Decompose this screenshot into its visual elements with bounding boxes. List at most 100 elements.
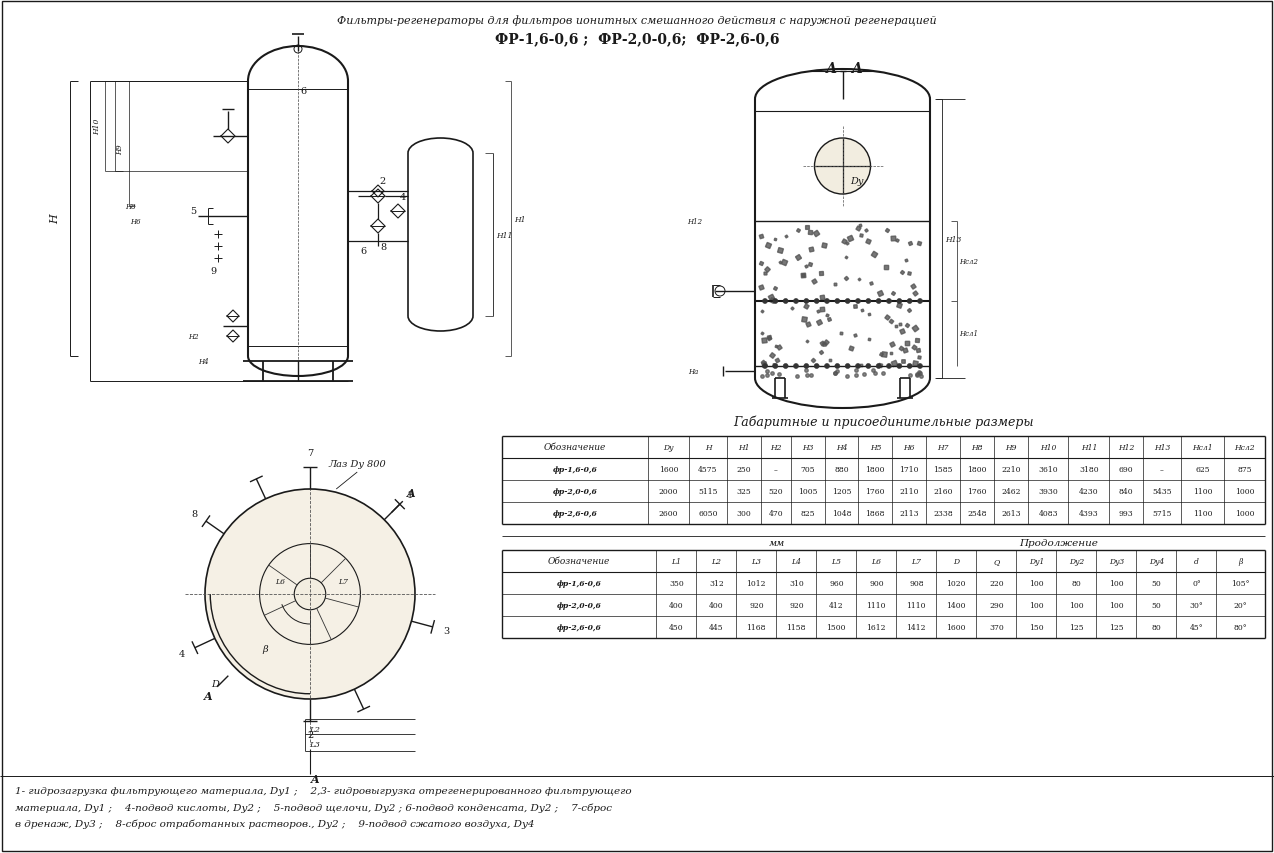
Text: 4083: 4083 [1038,509,1057,518]
Text: L6: L6 [275,577,285,586]
Text: фр-2,0-0,6: фр-2,0-0,6 [557,601,601,609]
Text: фр-1,6-0,6: фр-1,6-0,6 [553,466,598,473]
Text: 1000: 1000 [1235,509,1255,518]
Circle shape [794,364,799,369]
Text: L5: L5 [832,557,841,566]
Text: 80°: 80° [1235,624,1247,631]
Text: 370: 370 [989,624,1004,631]
Text: 450: 450 [669,624,684,631]
Text: Dy: Dy [664,444,674,451]
Text: 1612: 1612 [866,624,887,631]
Circle shape [824,299,829,305]
Text: 1000: 1000 [1235,487,1255,496]
Text: 100: 100 [1069,601,1084,609]
Text: 5: 5 [190,207,196,217]
Text: A: A [204,690,213,701]
Circle shape [897,299,902,305]
Text: L2: L2 [711,557,721,566]
Text: Hсл2: Hсл2 [959,258,978,265]
Text: H11: H11 [496,231,512,239]
Text: 220: 220 [989,579,1004,588]
Text: 1168: 1168 [747,624,766,631]
Text: 920: 920 [789,601,804,609]
Text: Dy: Dy [851,177,864,186]
Text: Dy1: Dy1 [1029,557,1043,566]
Text: H1: H1 [738,444,749,451]
Text: H3: H3 [801,444,813,451]
Circle shape [856,299,860,305]
Text: H8: H8 [125,203,135,211]
Text: 2210: 2210 [1001,466,1020,473]
Text: 350: 350 [669,579,684,588]
Text: 470: 470 [768,509,784,518]
Text: 20°: 20° [1235,601,1247,609]
Text: 2000: 2000 [659,487,679,496]
Circle shape [887,364,892,369]
Text: L7: L7 [911,557,921,566]
Text: Фильтры-регенераторы для фильтров ионитных смешанного действия с наружной регене: Фильтры-регенераторы для фильтров ионитн… [338,15,936,26]
Text: 100: 100 [1110,601,1124,609]
Text: H2: H2 [769,444,781,451]
Text: 150: 150 [1029,624,1043,631]
Circle shape [866,364,871,369]
Text: 290: 290 [989,601,1004,609]
Text: фр-2,0-0,6: фр-2,0-0,6 [553,487,598,496]
Text: 50: 50 [1152,579,1162,588]
Text: 4: 4 [400,192,406,201]
Text: 310: 310 [789,579,804,588]
Text: 100: 100 [1029,601,1043,609]
Text: 1012: 1012 [747,579,766,588]
Text: Ha: Ha [688,368,698,375]
Text: 4: 4 [180,649,185,659]
Text: 1760: 1760 [967,487,987,496]
Text: 993: 993 [1119,509,1134,518]
Text: 1020: 1020 [947,579,966,588]
Text: Q: Q [994,557,1000,566]
Circle shape [763,299,767,305]
Text: L7: L7 [339,577,349,586]
Text: 6: 6 [299,87,306,96]
Text: 3930: 3930 [1038,487,1057,496]
Text: H: H [50,214,60,224]
Text: 900: 900 [869,579,884,588]
Text: в дренаж, Dy3 ;    8-сброс отработанных растворов., Dy2 ;    9-подвод сжатого во: в дренаж, Dy3 ; 8-сброс отработанных рас… [15,818,535,827]
Text: 875: 875 [1237,466,1252,473]
Text: H9: H9 [116,144,124,154]
Text: фр-2,6-0,6: фр-2,6-0,6 [553,509,598,518]
Text: L2: L2 [310,725,321,733]
Text: D: D [211,679,219,688]
Text: ФР-1,6-0,6 ;  ФР-2,0-0,6;  ФР-2,6-0,6: ФР-1,6-0,6 ; ФР-2,0-0,6; ФР-2,6-0,6 [494,32,780,46]
Text: H13: H13 [1154,444,1171,451]
Text: 2462: 2462 [1001,487,1020,496]
Text: 1800: 1800 [967,466,987,473]
Circle shape [814,299,819,305]
Text: Продолжение: Продолжение [1019,538,1098,547]
Text: 250: 250 [736,466,752,473]
Text: H12: H12 [688,218,702,226]
Text: Габаритные и присоединительные размеры: Габаритные и присоединительные размеры [734,415,1033,428]
Text: L1: L1 [671,557,682,566]
Text: 920: 920 [749,601,763,609]
Text: Hсл1: Hсл1 [1192,444,1213,451]
Circle shape [834,364,840,369]
Text: 520: 520 [768,487,784,496]
Text: L3: L3 [310,740,321,748]
Text: 2338: 2338 [934,509,953,518]
Text: 45°: 45° [1190,624,1203,631]
Text: H6: H6 [130,218,140,226]
Circle shape [804,364,809,369]
Text: 1100: 1100 [1192,487,1213,496]
Text: мм: мм [768,538,785,547]
Text: 80: 80 [1071,579,1082,588]
Text: 1868: 1868 [865,509,885,518]
Text: 1048: 1048 [832,509,851,518]
Text: H13: H13 [945,235,962,243]
Text: 2: 2 [380,177,386,186]
Circle shape [773,299,778,305]
Text: 5435: 5435 [1152,487,1172,496]
Text: H2: H2 [187,333,199,340]
Text: 1110: 1110 [866,601,887,609]
Text: 1760: 1760 [865,487,885,496]
Text: Лаз Dy 800: Лаз Dy 800 [329,460,386,469]
Text: β: β [262,645,268,653]
